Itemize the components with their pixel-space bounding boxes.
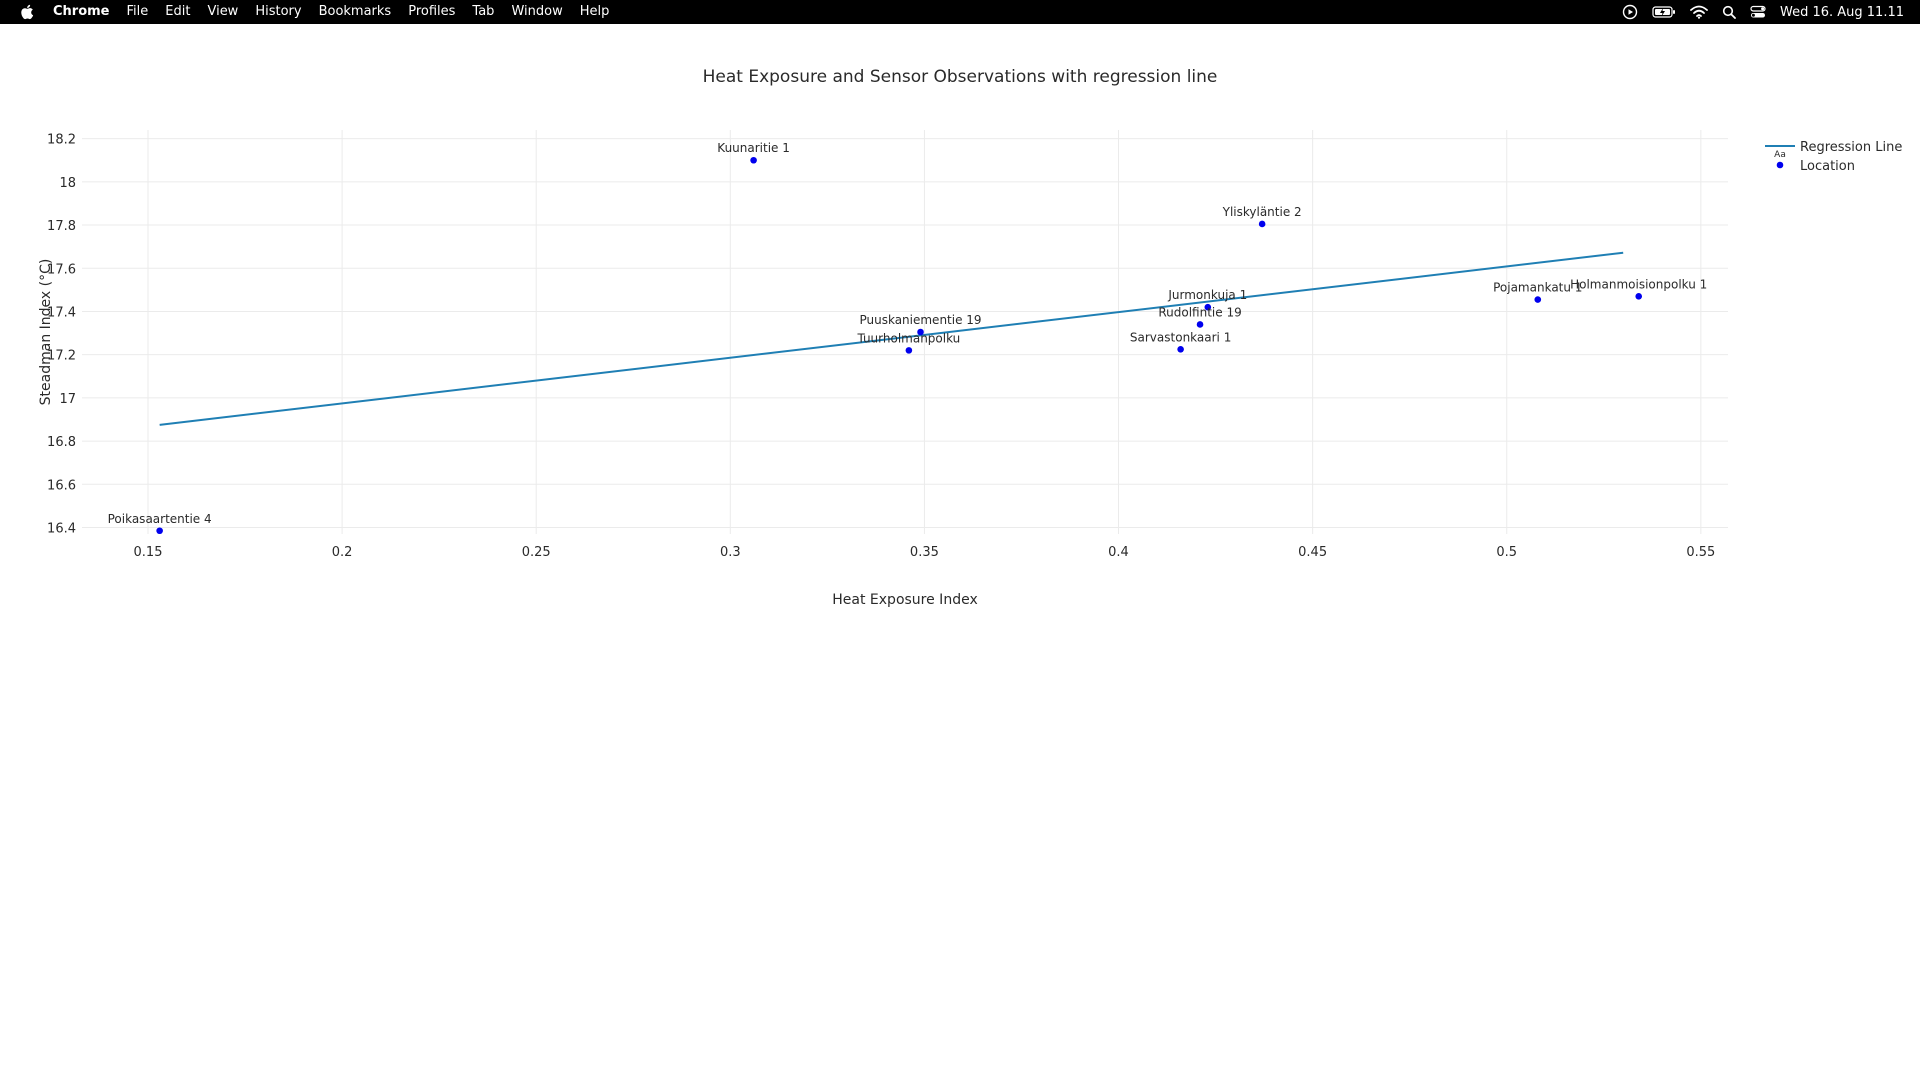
menu-tab[interactable]: Tab bbox=[472, 4, 495, 19]
x-tick-label: 0.45 bbox=[1298, 545, 1327, 560]
apple-icon[interactable] bbox=[18, 0, 36, 24]
menu-bookmarks[interactable]: Bookmarks bbox=[318, 4, 392, 19]
search-icon[interactable] bbox=[1722, 0, 1736, 24]
data-point bbox=[1204, 303, 1212, 311]
data-point-label: Sarvastonkaari 1 bbox=[1130, 330, 1231, 344]
y-tick-label: 17 bbox=[59, 392, 76, 407]
data-point-label: Poikasaartentie 4 bbox=[108, 512, 212, 526]
data-point-label: Puuskaniementie 19 bbox=[859, 313, 981, 327]
y-axis-label: Steadman Index (°C) bbox=[38, 259, 54, 406]
data-point bbox=[156, 527, 163, 535]
status-area: Wed 16. Aug 11.11 bbox=[1608, 0, 1904, 24]
x-tick-label: 0.15 bbox=[134, 545, 163, 560]
y-tick-label: 16.6 bbox=[47, 478, 76, 493]
y-tick-label: 17.8 bbox=[47, 219, 76, 234]
data-point bbox=[905, 347, 913, 354]
data-point-label: Jurmonkuja 1 bbox=[1167, 288, 1247, 302]
x-tick-label: 0.35 bbox=[910, 545, 939, 560]
x-tick-label: 0.4 bbox=[1108, 545, 1129, 560]
menu-help[interactable]: Help bbox=[579, 4, 610, 19]
legend-label-location: Location bbox=[1800, 159, 1855, 174]
legend-text-swatch: Aa bbox=[1774, 150, 1786, 160]
menu-file[interactable]: File bbox=[126, 4, 149, 19]
legend-point-swatch bbox=[1776, 161, 1784, 169]
menu-edit[interactable]: Edit bbox=[165, 4, 191, 19]
menu-bar: Chrome File Edit View History Bookmarks … bbox=[0, 0, 1920, 24]
data-point bbox=[1258, 220, 1266, 228]
legend-label-regression: Regression Line bbox=[1800, 140, 1902, 155]
play-circle-icon[interactable] bbox=[1622, 0, 1638, 24]
data-point-label: Rudolfintie 19 bbox=[1158, 305, 1241, 319]
control-center-icon[interactable] bbox=[1750, 0, 1766, 24]
chart-area: 16.4 16.6 16.8 17 17.2 17.4 17.6 17.8 18 18.2 0.15… bbox=[0, 24, 1920, 1080]
data-point bbox=[1177, 345, 1184, 353]
x-tick-label: 0.5 bbox=[1496, 545, 1517, 560]
menu-bar-clock[interactable]: Wed 16. Aug 11.11 bbox=[1779, 4, 1904, 20]
y-tick-label: 18 bbox=[59, 176, 76, 191]
data-point bbox=[750, 156, 757, 164]
data-point bbox=[1635, 293, 1643, 300]
data-point-label: Yliskyläntie 2 bbox=[1222, 205, 1302, 219]
x-tick-label: 0.2 bbox=[332, 545, 353, 560]
x-tick-label: 0.3 bbox=[720, 545, 741, 560]
x-axis-label: Heat Exposure Index bbox=[832, 592, 977, 608]
wifi-icon[interactable] bbox=[1690, 0, 1708, 24]
data-point-label: Tuurholmanpolku bbox=[856, 331, 960, 345]
data-point-label: Pojamankatu 1 bbox=[1493, 281, 1582, 295]
y-tick-label: 17.6 bbox=[47, 262, 76, 277]
data-point bbox=[1196, 321, 1204, 328]
data-point bbox=[917, 328, 924, 336]
battery-icon[interactable] bbox=[1652, 0, 1676, 24]
menu-view[interactable]: View bbox=[207, 4, 239, 19]
y-tick-label: 18.2 bbox=[47, 133, 76, 148]
x-tick-label: 0.55 bbox=[1686, 545, 1715, 560]
menu-profiles[interactable]: Profiles bbox=[408, 4, 456, 19]
y-tick-label: 17.2 bbox=[47, 349, 76, 364]
regression-line bbox=[159, 251, 1624, 426]
menu-history[interactable]: History bbox=[255, 4, 302, 19]
y-tick-label: 17.4 bbox=[47, 305, 76, 320]
data-point-label: Holmanmoisionpolku 1 bbox=[1570, 277, 1707, 291]
data-point-label: Kuunaritie 1 bbox=[717, 141, 790, 155]
scatter-chart: 16.4 16.6 16.8 17 17.2 17.4 17.6 17.8 18 18.2 0.15… bbox=[38, 67, 1902, 608]
menu-app-name[interactable]: Chrome bbox=[53, 4, 110, 19]
chart-title: Heat Exposure and Sensor Observations wi… bbox=[703, 67, 1218, 87]
y-tick-label: 16.8 bbox=[47, 435, 76, 450]
menu-window[interactable]: Window bbox=[511, 4, 563, 19]
y-tick-label: 16.4 bbox=[47, 522, 76, 537]
x-tick-label: 0.25 bbox=[522, 545, 551, 560]
data-point bbox=[1534, 296, 1542, 303]
